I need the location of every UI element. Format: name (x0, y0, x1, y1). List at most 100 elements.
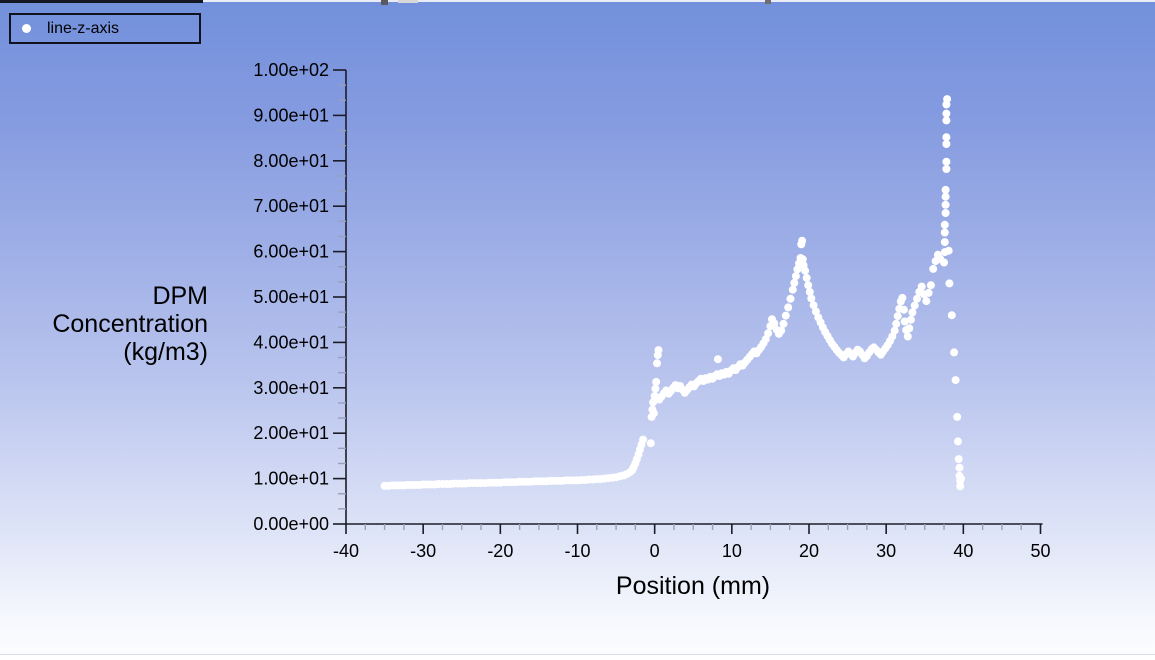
data-point (954, 455, 963, 464)
data-point (942, 140, 951, 148)
data-point (944, 246, 953, 255)
y-tick-label: 5.00e+01 (253, 287, 329, 307)
data-point (781, 311, 790, 320)
data-point (955, 463, 964, 472)
data-point (646, 439, 655, 448)
x-tick-label: -20 (487, 541, 513, 561)
data-point (653, 359, 661, 368)
y-axis-title: DPM Concentration (kg/m3) (52, 282, 208, 366)
bottom-edge-strip (0, 654, 1155, 660)
y-tick-label: 1.00e+02 (253, 60, 329, 80)
data-point (945, 279, 954, 288)
data-point (940, 258, 948, 267)
clipped-window-fragment (381, 0, 388, 5)
data-point (941, 200, 950, 209)
data-point (940, 220, 949, 229)
data-point (777, 326, 786, 335)
data-point (786, 294, 795, 303)
y-tick-label: 3.00e+01 (253, 378, 329, 398)
clipped-window-border (0, 0, 203, 3)
data-point (784, 303, 793, 312)
data-point (940, 238, 949, 247)
x-tick-label: 30 (876, 541, 896, 561)
data-point (941, 209, 950, 217)
x-tick-label: -10 (564, 541, 590, 561)
data-point (922, 297, 931, 306)
data-point (947, 311, 956, 320)
data-point (798, 236, 807, 245)
y-tick-label: 0.00e+00 (253, 514, 329, 534)
data-point (942, 165, 951, 173)
data-point (899, 305, 908, 314)
y-tick-label: 8.00e+01 (253, 151, 329, 171)
x-axis-title: Position (mm) (615, 572, 771, 600)
data-point (910, 301, 919, 310)
data-point (779, 319, 788, 328)
x-tick-label: 0 (650, 541, 660, 561)
data-point (713, 355, 722, 364)
data-point (942, 116, 951, 125)
x-tick-label: -40 (333, 541, 359, 561)
data-point (802, 273, 811, 282)
y-tick-label: 6.00e+01 (253, 242, 329, 262)
clipped-window-fragment (765, 0, 771, 4)
data-point (913, 294, 921, 303)
data-point (942, 109, 951, 118)
data-point (903, 332, 912, 341)
data-point (892, 319, 901, 328)
data-point (790, 278, 799, 287)
y-tick-label: 7.00e+01 (253, 196, 329, 216)
data-point (917, 282, 926, 291)
y-tick-label: 1.00e+01 (253, 469, 329, 489)
data-point (807, 294, 816, 303)
y-tick-label: 4.00e+01 (253, 332, 329, 352)
data-point (943, 95, 952, 104)
data-point (805, 288, 814, 296)
y-tick-label: 9.00e+01 (253, 105, 329, 125)
x-tick-label: 10 (722, 541, 742, 561)
data-point (926, 281, 935, 290)
data-point (801, 266, 810, 275)
legend-marker-icon (22, 24, 31, 33)
data-point (770, 319, 779, 328)
data-point (649, 409, 658, 418)
x-tick-label: 50 (1030, 541, 1050, 561)
data-point (942, 133, 951, 142)
data-point (951, 376, 960, 385)
data-point (924, 288, 933, 297)
x-tick-label: 40 (953, 541, 973, 561)
data-point (649, 398, 658, 407)
data-point (905, 324, 914, 333)
data-point (906, 315, 915, 324)
scatter-points (380, 95, 965, 491)
data-point (654, 346, 663, 355)
data-point (953, 437, 962, 446)
data-point (950, 348, 959, 357)
data-point (652, 377, 661, 386)
legend-label: line-z-axis (47, 19, 120, 37)
data-point (804, 281, 813, 290)
data-point (890, 326, 899, 335)
data-point (956, 482, 965, 491)
legend-box: line-z-axis (9, 13, 201, 44)
data-point (639, 435, 648, 444)
data-point (898, 293, 907, 302)
data-point (900, 317, 909, 326)
data-point (957, 474, 965, 483)
data-point (798, 255, 807, 264)
x-tick-label: 20 (799, 541, 819, 561)
data-point (941, 192, 950, 201)
data-point (764, 329, 773, 338)
data-point (893, 312, 902, 321)
top-edge-line (0, 0, 1155, 2)
data-point (942, 157, 951, 166)
data-point (908, 308, 917, 317)
data-point (941, 185, 950, 194)
data-point (940, 228, 949, 237)
data-point (791, 272, 800, 281)
data-point (929, 264, 938, 273)
data-point (788, 285, 797, 294)
data-point (809, 301, 818, 310)
